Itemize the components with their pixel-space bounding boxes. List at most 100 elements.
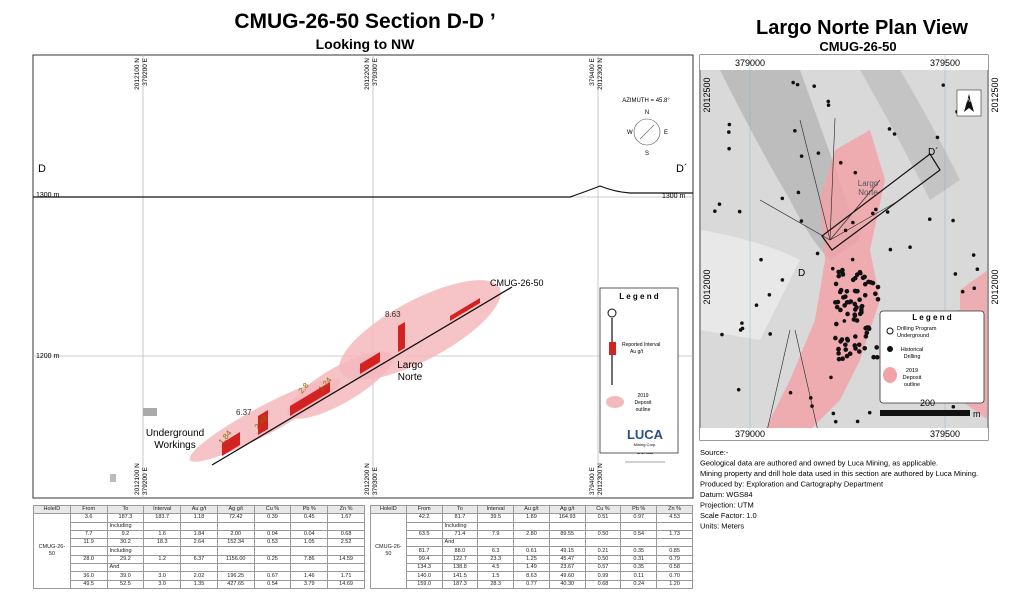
cell: 81.7	[405, 546, 443, 556]
cell: 42.2	[405, 513, 443, 523]
header-cell: To	[441, 504, 479, 515]
table-row: 134.3 138.8 4.5 1.49 23.67 0.57 0.35 0.58	[371, 563, 693, 573]
source-line: Scale Factor: 1.0	[700, 511, 757, 520]
cell: 0.79	[656, 554, 693, 565]
cell: 1.73	[656, 529, 693, 540]
note-cell: And	[441, 538, 479, 548]
deposit-label: Norte	[398, 372, 423, 383]
legend-text: outline	[636, 407, 651, 413]
deposit-label: Largo	[397, 360, 423, 371]
cell: 0.39	[253, 513, 292, 523]
cell	[69, 546, 108, 556]
cell: 8.63	[513, 571, 550, 581]
note-cell: And	[106, 563, 145, 573]
cell: 45.47	[548, 554, 586, 565]
cell	[513, 521, 550, 531]
plan-section-end: D´	[928, 146, 939, 158]
cell: 2.80	[513, 529, 550, 540]
intercept-label: 8.63	[385, 310, 401, 319]
cell	[143, 563, 182, 573]
cell	[290, 563, 329, 573]
cell: 1.20	[656, 579, 693, 589]
cell: 11.9	[69, 538, 108, 548]
table-row: 11.9 30.2 18.3 2.64 152.34 0.53 1.05 2.52	[34, 538, 365, 548]
cell: 39.5	[477, 513, 515, 523]
cell: 0.54	[620, 529, 658, 540]
header-cell: To	[106, 504, 145, 515]
results-table: HoleID From To Interval Au g/t Ag g/t Cu % Pb %…	[370, 504, 693, 589]
header-cell: Ag g/t	[216, 504, 255, 515]
cell: 196.25	[216, 571, 255, 581]
scale-unit: m	[973, 409, 981, 419]
cell: 0.04	[290, 529, 329, 540]
y-label: 2012000	[990, 269, 1000, 304]
header-cell: Cu %	[253, 504, 292, 515]
cell: 0.85	[656, 546, 693, 556]
cell: 187.3	[106, 513, 145, 523]
cell	[548, 521, 586, 531]
x-label: 379500	[930, 58, 960, 68]
cell: 0.51	[584, 513, 622, 523]
cell: 1.05	[290, 538, 329, 548]
legend-text: Underground	[897, 333, 929, 339]
source-line: Datum: WGS84	[700, 490, 753, 499]
cell: 81.7	[441, 513, 479, 523]
cell: 7.9	[477, 529, 515, 540]
cell: 0.68	[327, 529, 365, 540]
y-label: 2012500	[990, 77, 1000, 112]
cell: 141.5	[441, 571, 479, 581]
cell: 0.45	[290, 513, 329, 523]
legend-text: Historical	[901, 347, 924, 353]
cell: 28.0	[69, 554, 108, 565]
plan-deposit: Norte	[858, 188, 878, 197]
table-row: 81.7 88.0 6.3 0.61 49.15 0.21 0.35 0.85	[371, 546, 693, 556]
cell: 39.0	[106, 571, 145, 581]
grid-label: 2012200 N	[364, 58, 371, 90]
cell	[180, 546, 218, 556]
cell	[584, 521, 622, 531]
header-row: HoleID From To Interval Au g/t Ag g/t Cu % Pb %…	[370, 504, 693, 515]
cell: 0.57	[584, 563, 622, 573]
cell: 14.59	[327, 554, 365, 565]
plan-title: Largo Norte Plan View	[756, 17, 968, 39]
header-cell: Au g/t	[180, 504, 218, 515]
section-frame	[32, 54, 694, 499]
header-cell: HoleID	[370, 504, 407, 515]
cell: 159.0	[405, 579, 443, 589]
cell	[290, 546, 329, 556]
cell: 2.00	[216, 529, 255, 540]
azimuth: AZIMUTH = 45.8°	[622, 98, 670, 104]
legend-text: Drilling Program	[897, 326, 937, 332]
cell: 0.50	[584, 529, 622, 540]
section-title: CMUG-26-50 Section D-D ’	[234, 10, 495, 33]
cell: 7.7	[69, 529, 108, 540]
cell: 71.4	[441, 529, 479, 540]
cell	[405, 538, 443, 548]
cell: 0.35	[620, 546, 658, 556]
cell: 1156.00	[216, 554, 255, 565]
cell: 30.2	[106, 538, 145, 548]
cell	[290, 521, 329, 531]
cell: 1.25	[513, 554, 550, 565]
table-row: 28.0 29.2 1.2 6.37 1156.00 0.25 7.86 14.59	[34, 554, 365, 565]
cell	[180, 521, 218, 531]
cell	[405, 521, 443, 531]
legend-title: L e g e n d	[912, 313, 952, 322]
cell: 23.67	[548, 563, 586, 573]
logo-sub: Mining Corp.	[634, 442, 657, 447]
header-cell: Pb %	[290, 504, 329, 515]
hole-label: CMUG-26-50	[490, 278, 544, 288]
cell	[253, 563, 292, 573]
source-line: Projection: UTM	[700, 501, 754, 510]
grid-label: 379400 E	[589, 467, 596, 495]
grid-label: 379300 E	[372, 467, 379, 495]
cell: 122.7	[441, 554, 479, 565]
header-cell: Zn %	[327, 504, 365, 515]
cell: 2.52	[327, 538, 365, 548]
grid-label: 379200 E	[142, 467, 149, 495]
cell	[216, 546, 255, 556]
cell: 49.60	[548, 571, 586, 581]
section-end: D	[38, 163, 46, 175]
cell: 4.5	[477, 563, 515, 573]
cell: 164.93	[548, 513, 586, 523]
